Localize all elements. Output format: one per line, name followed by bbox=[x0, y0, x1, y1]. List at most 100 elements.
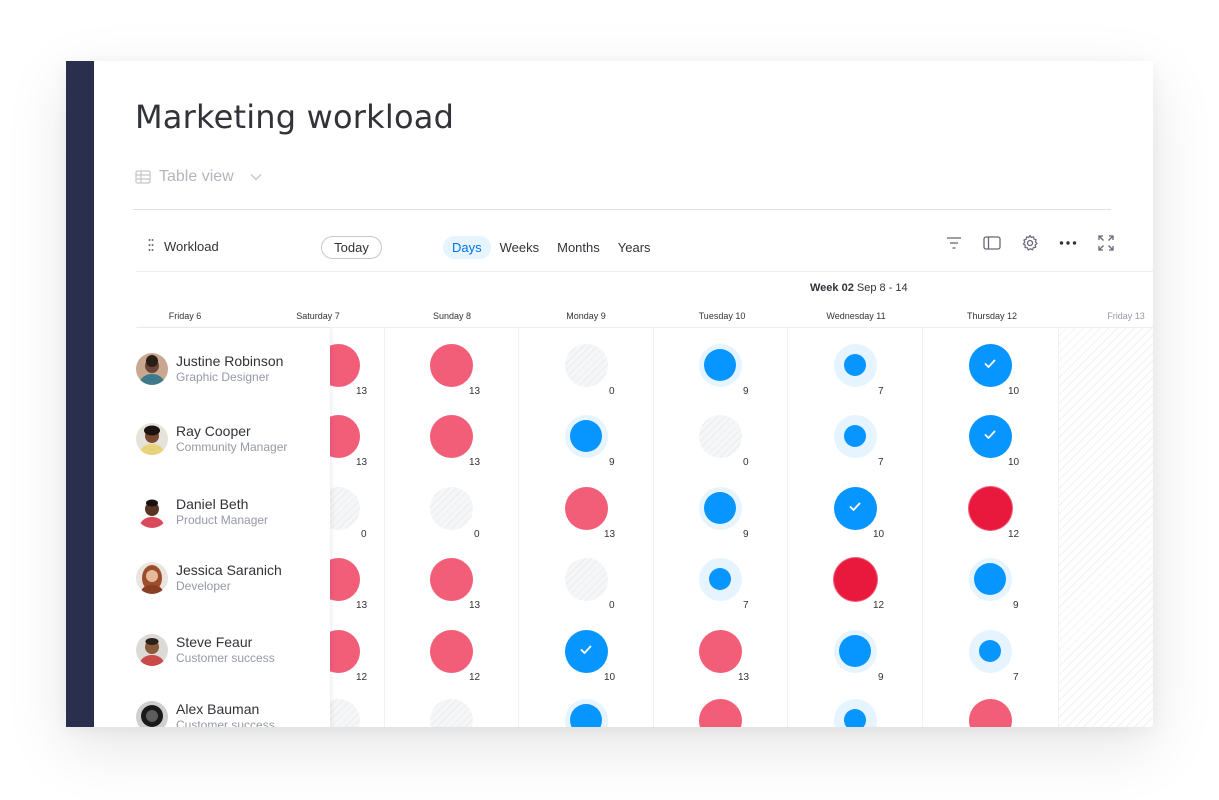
workload-cell[interactable]: 0 bbox=[421, 478, 481, 540]
tab-days[interactable]: Days bbox=[443, 236, 491, 259]
workload-hours: 12 bbox=[356, 672, 368, 683]
workload-cell[interactable]: 12 bbox=[421, 621, 481, 683]
workload-cell[interactable]: 9 bbox=[556, 406, 616, 468]
workload-dot bbox=[844, 425, 866, 447]
workload-dot bbox=[839, 635, 871, 667]
workload-dot bbox=[564, 557, 608, 601]
workload-cell[interactable]: 0 bbox=[556, 335, 616, 397]
workload-hours: 7 bbox=[743, 600, 749, 611]
workload-dot bbox=[429, 557, 473, 601]
person-name: Ray Cooper bbox=[176, 423, 251, 439]
workload-cell[interactable] bbox=[960, 690, 1020, 727]
column-divider bbox=[384, 328, 385, 727]
workload-dot bbox=[844, 354, 866, 376]
widget-title: Workload bbox=[148, 238, 219, 255]
workload-dot bbox=[429, 629, 473, 673]
workload-dot bbox=[709, 568, 731, 590]
workload-cell[interactable]: 13 bbox=[421, 335, 481, 397]
person-role: Developer bbox=[176, 579, 231, 593]
timescale-tabs: Days Weeks Months Years bbox=[443, 236, 660, 259]
workload-cell[interactable]: 12 bbox=[960, 478, 1020, 540]
table-icon bbox=[135, 169, 151, 185]
day-header: Saturday 7 bbox=[296, 311, 340, 321]
person-row[interactable]: Daniel Beth Product Manager bbox=[136, 496, 330, 556]
column-divider bbox=[787, 328, 788, 727]
drag-handle-icon[interactable] bbox=[148, 238, 154, 255]
weekend-hatch bbox=[1059, 328, 1153, 727]
workload-cell[interactable]: 9 bbox=[960, 549, 1020, 611]
view-selector[interactable]: Table view bbox=[135, 168, 262, 186]
workload-cell[interactable]: 9 bbox=[825, 621, 885, 683]
tab-years[interactable]: Years bbox=[617, 240, 651, 255]
workload-hours: 0 bbox=[361, 529, 367, 540]
workload-hours: 13 bbox=[356, 386, 368, 397]
avatar bbox=[136, 701, 168, 727]
column-divider bbox=[922, 328, 923, 727]
check-icon bbox=[580, 642, 592, 660]
person-role: Customer success bbox=[176, 718, 275, 727]
workload-cell[interactable]: 12 bbox=[825, 549, 885, 611]
filter-icon[interactable] bbox=[944, 233, 964, 253]
workload-cell[interactable]: 7 bbox=[825, 335, 885, 397]
workload-dot bbox=[429, 414, 473, 458]
workload-dot bbox=[968, 486, 1012, 530]
workload-hours: 10 bbox=[604, 672, 616, 683]
day-header: Monday 9 bbox=[566, 311, 606, 321]
workload-cell[interactable]: 10 bbox=[825, 478, 885, 540]
workload-cell[interactable]: 9 bbox=[690, 478, 750, 540]
person-row[interactable]: Alex Bauman Customer success bbox=[136, 701, 330, 727]
person-row[interactable]: Steve Feaur Customer success bbox=[136, 634, 330, 694]
workload-hours: 7 bbox=[878, 457, 884, 468]
check-icon bbox=[984, 356, 996, 374]
day-header: Wednesday 11 bbox=[826, 311, 886, 321]
workload-cell[interactable]: 13 bbox=[421, 549, 481, 611]
fullscreen-icon[interactable] bbox=[1096, 233, 1116, 253]
person-row[interactable]: Justine Robinson Graphic Designer bbox=[136, 353, 330, 413]
workload-cell[interactable] bbox=[825, 690, 885, 727]
workload-cell[interactable]: 13 bbox=[690, 621, 750, 683]
more-icon[interactable] bbox=[1058, 233, 1078, 253]
workload-cell[interactable]: 10 bbox=[556, 621, 616, 683]
avatar bbox=[136, 353, 168, 385]
workload-dot bbox=[704, 492, 736, 524]
workload-hours: 9 bbox=[743, 529, 749, 540]
workload-cell[interactable]: 0 bbox=[556, 549, 616, 611]
gear-icon[interactable] bbox=[1020, 233, 1040, 253]
workload-cell[interactable] bbox=[421, 690, 481, 727]
workload-dot bbox=[974, 563, 1006, 595]
workload-cell[interactable]: 13 bbox=[421, 406, 481, 468]
person-role: Product Manager bbox=[176, 513, 269, 527]
workload-cell[interactable]: 9 bbox=[690, 335, 750, 397]
tab-months[interactable]: Months bbox=[557, 240, 600, 255]
workload-cell[interactable]: 7 bbox=[690, 549, 750, 611]
person-role: Customer success bbox=[176, 651, 275, 665]
workload-hours: 9 bbox=[609, 457, 615, 468]
person-role: Graphic Designer bbox=[176, 370, 270, 384]
toolbar-actions bbox=[944, 233, 1116, 253]
workload-cell[interactable] bbox=[690, 690, 750, 727]
workload-hours: 0 bbox=[609, 600, 615, 611]
workload-cell[interactable] bbox=[556, 690, 616, 727]
column-divider bbox=[518, 328, 519, 727]
workload-cell[interactable]: 13 bbox=[556, 478, 616, 540]
workload-cell[interactable]: 0 bbox=[690, 406, 750, 468]
workload-dot bbox=[979, 640, 1001, 662]
workload-hours: 12 bbox=[873, 600, 885, 611]
column-divider bbox=[1058, 328, 1059, 727]
workload-cell[interactable]: 10 bbox=[960, 406, 1020, 468]
workload-cell[interactable]: 10 bbox=[960, 335, 1020, 397]
workload-cell[interactable]: 7 bbox=[960, 621, 1020, 683]
workload-hours: 0 bbox=[609, 386, 615, 397]
timeline-top-border bbox=[136, 271, 1153, 272]
sidebar-panel-icon[interactable] bbox=[982, 233, 1002, 253]
workload-dot bbox=[833, 557, 877, 601]
workload-hours: 10 bbox=[873, 529, 885, 540]
avatar bbox=[136, 562, 168, 594]
tab-weeks[interactable]: Weeks bbox=[499, 240, 540, 255]
check-icon bbox=[849, 499, 861, 517]
today-button[interactable]: Today bbox=[321, 236, 382, 259]
left-navigation-bar bbox=[66, 61, 94, 727]
person-row[interactable]: Jessica Saranich Developer bbox=[136, 562, 330, 622]
workload-cell[interactable]: 7 bbox=[825, 406, 885, 468]
person-row[interactable]: Ray Cooper Community Manager bbox=[136, 423, 330, 483]
